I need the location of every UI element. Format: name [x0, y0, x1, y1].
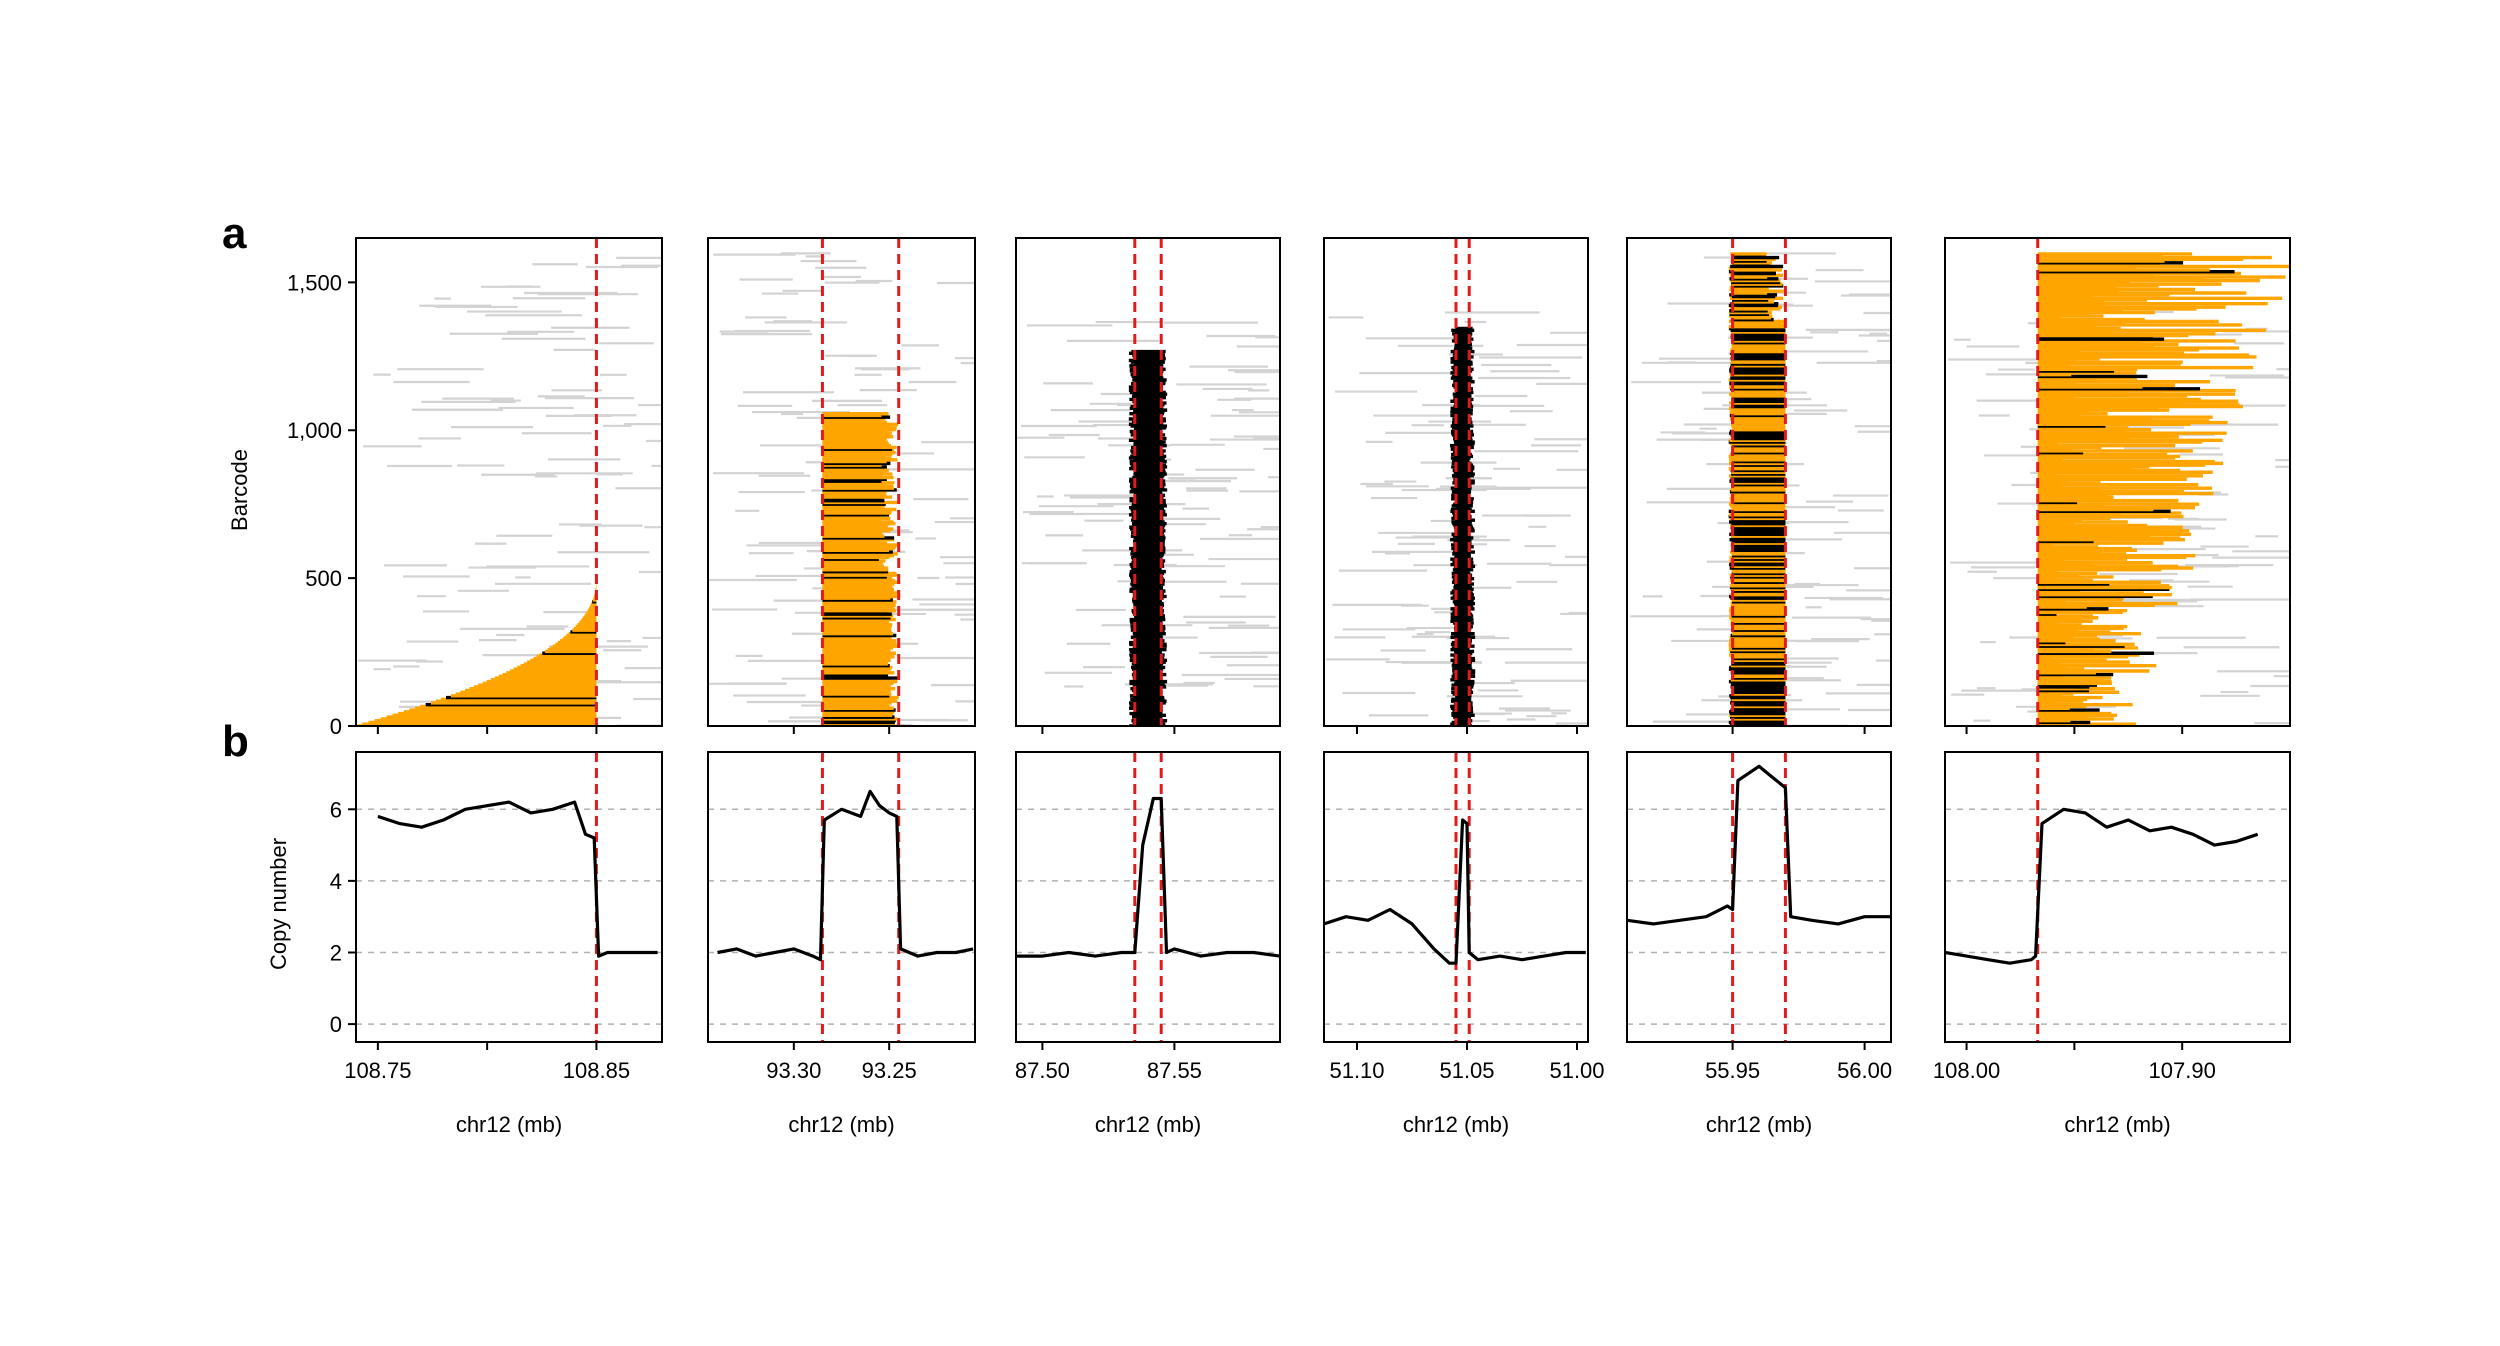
copy-number-plot-1	[348, 751, 663, 1050]
y-tick-label: 2	[330, 940, 342, 965]
copy-number-line	[1324, 818, 1586, 965]
y-tick-label: 500	[305, 566, 342, 591]
copy-number-line	[377, 800, 658, 958]
x-tick-label: 51.05	[1439, 1058, 1494, 1083]
barcode-segments	[356, 256, 662, 726]
y-tick-label: 0	[330, 714, 342, 739]
copy-number-line	[1016, 796, 1280, 958]
plot-frame	[707, 751, 976, 1043]
y-tick-label: 6	[330, 797, 342, 822]
plot-frame	[1944, 237, 2291, 727]
copy-number-plot-6	[1944, 751, 2291, 1050]
plot-frame	[1323, 237, 1589, 727]
x-axis-title: chr12 (mb)	[1403, 1112, 1509, 1137]
copy-number-line	[717, 789, 974, 962]
plot-frame	[355, 751, 663, 1043]
y-tick-label: 0	[330, 1012, 342, 1037]
plot-frame	[355, 237, 663, 727]
x-tick-label: 93.25	[862, 1058, 917, 1083]
barcode-segments	[1947, 252, 2290, 726]
x-tick-label: 87.50	[1015, 1058, 1070, 1083]
barcode-plot-2	[707, 237, 976, 734]
plot-frame	[1323, 751, 1589, 1043]
x-tick-label: 87.55	[1147, 1058, 1202, 1083]
plot-frame	[1944, 751, 2291, 1043]
x-tick-label: 56.00	[1837, 1058, 1892, 1083]
y-axis-title-b: Copy number	[266, 838, 291, 970]
barcode-plot-3	[1015, 237, 1281, 734]
x-axis-title: chr12 (mb)	[1095, 1112, 1201, 1137]
panel-label-b: b	[222, 717, 249, 766]
x-tick-label: 107.90	[2149, 1058, 2216, 1083]
copy-number-line	[1627, 764, 1891, 926]
plot-frame	[707, 237, 976, 727]
panel-label-a: a	[222, 209, 247, 258]
plot-frame	[1015, 751, 1281, 1043]
x-tick-label: 93.30	[766, 1058, 821, 1083]
plot-frame	[1626, 751, 1892, 1043]
x-tick-label: 51.00	[1549, 1058, 1604, 1083]
copy-number-line	[1945, 807, 2259, 965]
copy-number-plot-4	[1323, 751, 1589, 1050]
x-tick-label: 55.95	[1705, 1058, 1760, 1083]
x-tick-label: 108.00	[1933, 1058, 2000, 1083]
x-tick-label: 51.10	[1329, 1058, 1384, 1083]
y-axis-title-a: Barcode	[227, 449, 252, 531]
barcode-plot-6	[1944, 237, 2291, 734]
barcode-segments	[708, 252, 975, 726]
x-axis-title: chr12 (mb)	[1706, 1112, 1812, 1137]
x-tick-label: 108.85	[563, 1058, 630, 1083]
x-axis-title: chr12 (mb)	[788, 1112, 894, 1137]
x-axis-title: chr12 (mb)	[456, 1112, 562, 1137]
copy-number-plot-5	[1626, 751, 1892, 1050]
y-tick-label: 1,000	[287, 418, 342, 443]
barcode-plot-4	[1323, 237, 1589, 734]
barcode-plot-5	[1626, 237, 1892, 734]
plot-grid: 0 500 1,000 1,500 108.75 108.85 chr12 (mb) 0 2 4 6…	[287, 237, 2291, 1137]
barcode-segments	[1630, 252, 1891, 726]
y-tick-label: 4	[330, 869, 342, 894]
x-tick-label: 108.75	[344, 1058, 411, 1083]
y-tick-label: 1,500	[287, 270, 342, 295]
plot-frame	[1626, 237, 1892, 727]
plot-frame	[1015, 237, 1281, 727]
copy-number-plot-3	[1015, 751, 1281, 1050]
barcode-plot-1	[348, 237, 663, 734]
copy-number-plot-2	[707, 751, 976, 1050]
barcode-segments	[1017, 320, 1280, 726]
x-axis-title: chr12 (mb)	[2064, 1112, 2170, 1137]
